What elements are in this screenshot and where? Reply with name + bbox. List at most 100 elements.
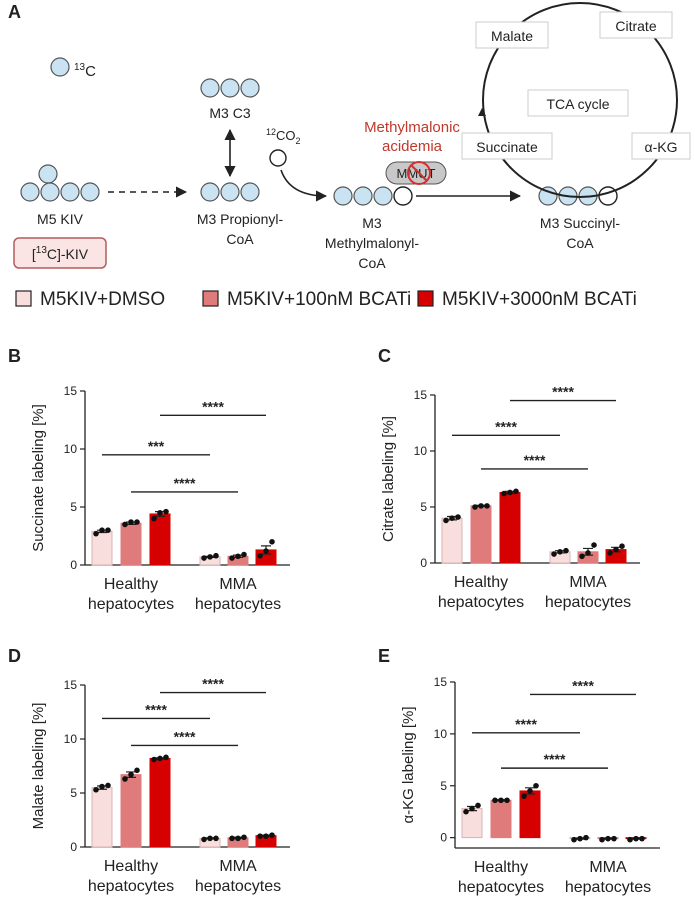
kiv-box: [13C]-KIV [32, 245, 89, 262]
node-label: CoA [226, 231, 254, 247]
isotope-label: 13C [74, 62, 96, 80]
data-point [263, 548, 269, 554]
x-tick-label: hepatocytes [195, 878, 281, 895]
data-point [591, 542, 597, 548]
data-point [507, 489, 513, 496]
panel-label: D [8, 646, 21, 666]
y-tick-label: 15 [434, 675, 448, 689]
data-point [235, 553, 241, 560]
data-point [627, 836, 633, 843]
enzyme-label: MMUT [397, 166, 436, 181]
data-point [263, 833, 269, 839]
legend-label: M5KIV+DMSO [40, 289, 165, 310]
data-point [151, 515, 157, 522]
panel-label: B [8, 346, 21, 366]
data-point [99, 527, 105, 533]
data-point [607, 550, 613, 556]
data-point [163, 754, 169, 761]
data-point [151, 756, 157, 763]
significance-label: **** [202, 676, 224, 692]
significance-label: **** [552, 384, 574, 400]
bar [149, 513, 171, 566]
legend-swatch [15, 290, 32, 307]
y-tick-label: 5 [420, 500, 427, 514]
significance-label: **** [174, 475, 196, 491]
y-tick-label: 15 [64, 678, 78, 692]
legend-swatch [417, 290, 434, 307]
data-point [585, 550, 591, 556]
node-label: CoA [566, 235, 594, 251]
x-tick-label: Healthy [454, 574, 508, 591]
data-point [521, 793, 527, 799]
y-axis-title: Citrate labeling [%] [380, 416, 397, 542]
significance-label: **** [145, 701, 167, 717]
data-point [498, 797, 504, 804]
data-point [551, 551, 557, 557]
data-point [475, 802, 481, 809]
x-tick-label: hepatocytes [88, 596, 174, 613]
significance-label: **** [572, 677, 594, 693]
data-point [501, 490, 507, 497]
significance-label: **** [202, 398, 224, 414]
data-point [633, 835, 639, 842]
data-point [527, 788, 533, 794]
significance-label: **** [495, 418, 517, 434]
data-point [619, 543, 625, 549]
x-tick-label: Healthy [474, 859, 528, 876]
data-point [469, 805, 475, 812]
data-point [122, 776, 128, 782]
data-point [201, 836, 207, 843]
data-point [571, 836, 577, 843]
bar [149, 757, 171, 848]
x-tick-label: Healthy [104, 576, 158, 593]
y-tick-label: 5 [440, 779, 447, 793]
y-axis-title: Succinate labeling [%] [30, 404, 47, 552]
diagram: A 13C M3 C3 M5 KIV [13C]-KIV M3 Propiony… [8, 2, 691, 271]
data-point [269, 832, 275, 838]
node-label: M3 Succinyl- [540, 215, 620, 231]
bar [441, 517, 463, 564]
data-point [478, 503, 484, 509]
x-tick-label: MMA [219, 858, 257, 875]
disease-label: Methylmalonic [364, 119, 460, 136]
data-point [213, 552, 219, 559]
tca-label: α-KG [645, 139, 678, 155]
data-point [577, 835, 583, 842]
tca-label: TCA cycle [546, 96, 609, 112]
x-tick-label: hepatocytes [565, 879, 651, 896]
x-tick-label: hepatocytes [88, 878, 174, 895]
bar [91, 787, 113, 848]
data-point [93, 530, 99, 537]
y-tick-label: 5 [70, 500, 77, 514]
y-axis-title: Malate labeling [%] [30, 703, 47, 830]
y-tick-label: 0 [70, 840, 77, 854]
significance-label: **** [174, 728, 196, 744]
significance-label: **** [515, 716, 537, 732]
node-label: M3 Propionyl- [197, 211, 284, 227]
data-point [492, 797, 498, 804]
data-point [241, 834, 247, 841]
data-point [134, 767, 140, 774]
significance-label: **** [524, 452, 546, 468]
node-label: M5 KIV [37, 211, 84, 227]
y-tick-label: 15 [414, 388, 428, 402]
data-point [513, 488, 519, 495]
tca-label: Citrate [615, 18, 656, 34]
x-tick-label: hepatocytes [545, 594, 631, 611]
data-point [613, 546, 619, 553]
panel-label: A [8, 2, 21, 22]
data-point [449, 515, 455, 521]
bar [91, 530, 113, 566]
y-tick-label: 10 [434, 727, 448, 741]
y-tick-label: 0 [70, 558, 77, 572]
data-point [157, 755, 163, 762]
bar [490, 799, 512, 839]
data-point [235, 835, 241, 842]
data-point [207, 554, 213, 560]
tca-label: Malate [491, 28, 533, 44]
data-point [557, 549, 563, 555]
node-label: Methylmalonyl- [325, 235, 419, 251]
panel-label: C [378, 346, 391, 366]
data-point [443, 517, 449, 524]
